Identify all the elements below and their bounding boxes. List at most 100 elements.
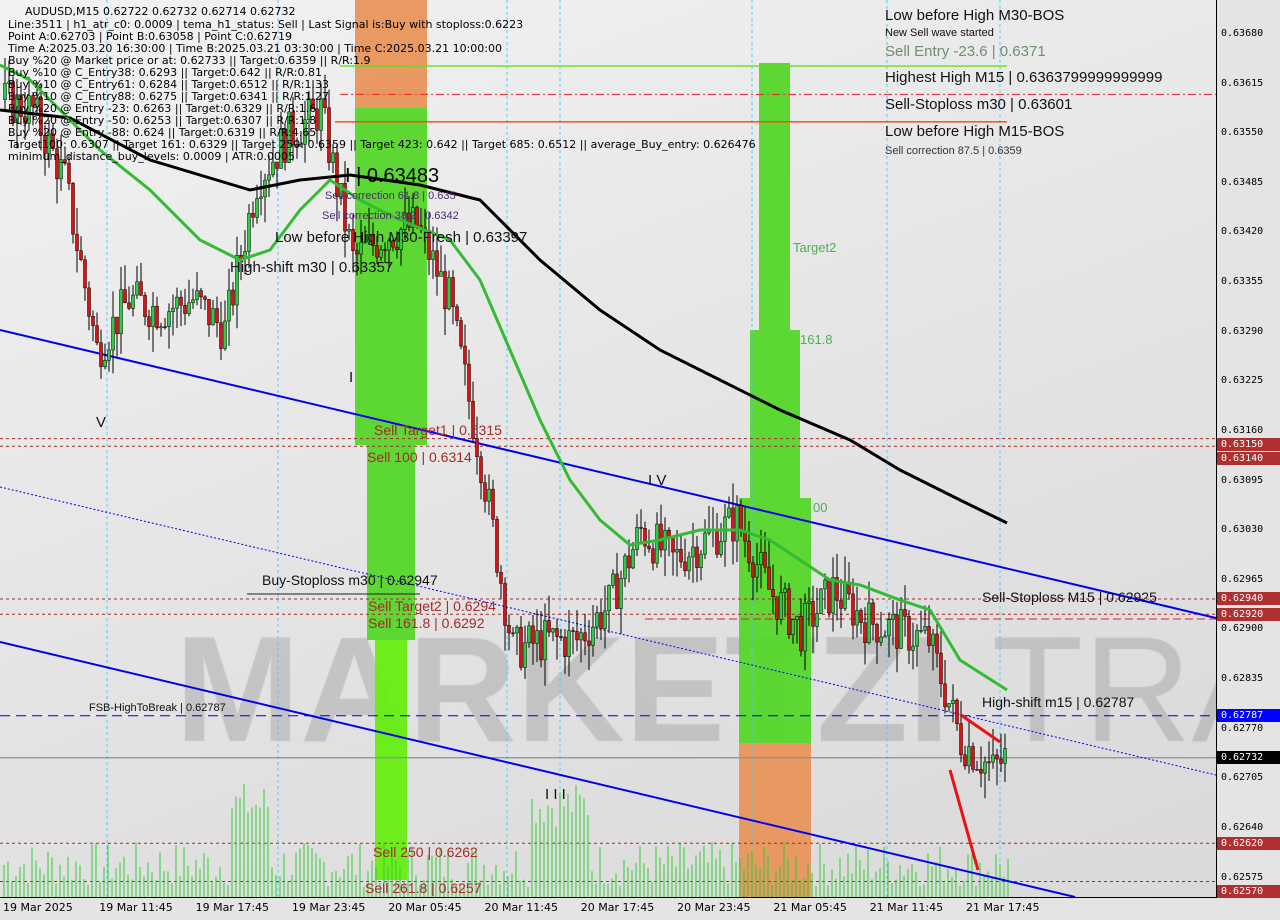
candle-body bbox=[835, 577, 839, 601]
candle-body bbox=[779, 592, 783, 620]
price-tick: 0.63160 bbox=[1221, 424, 1264, 436]
price-tag: 0.62787 bbox=[1217, 709, 1280, 723]
candle-body bbox=[139, 281, 143, 296]
price-tick: 0.63615 bbox=[1221, 77, 1264, 89]
candle-body bbox=[99, 342, 103, 367]
candle-body bbox=[731, 507, 735, 542]
price-tick: 0.62900 bbox=[1221, 623, 1264, 635]
candle-body bbox=[19, 94, 23, 117]
candle-body bbox=[823, 579, 827, 590]
candle-body bbox=[495, 518, 499, 573]
candle-body bbox=[675, 549, 679, 553]
candle-body bbox=[283, 128, 287, 163]
zigzag-line bbox=[960, 713, 1001, 744]
price-tick: 0.62705 bbox=[1221, 772, 1264, 784]
candle-body bbox=[439, 271, 443, 277]
time-axis[interactable]: 19 Mar 2025 19 Mar 11:45 19 Mar 17:45 19 Ma… bbox=[0, 898, 1216, 920]
candle-body bbox=[911, 645, 915, 651]
candle-body bbox=[299, 144, 303, 147]
candle-body bbox=[995, 754, 999, 760]
candle-body bbox=[827, 579, 831, 614]
candle-body bbox=[755, 564, 759, 578]
candle-body bbox=[843, 581, 847, 609]
candle-body bbox=[639, 527, 643, 529]
candle-body bbox=[687, 556, 691, 572]
candle-body bbox=[59, 159, 63, 180]
candle-body bbox=[983, 761, 987, 774]
candle-body bbox=[551, 628, 555, 633]
candle-body bbox=[491, 488, 495, 520]
candle-body bbox=[123, 289, 127, 304]
target-zone bbox=[375, 640, 407, 880]
candle-body bbox=[1003, 748, 1007, 764]
price-tick: 0.63225 bbox=[1221, 375, 1264, 387]
candle-body bbox=[379, 249, 383, 258]
candle-body bbox=[295, 143, 299, 147]
price-tag: 0.62570 bbox=[1217, 884, 1280, 898]
symbol-ohlc-line: AUDUSD,M15 0.62722 0.62732 0.62714 0.627… bbox=[25, 5, 296, 18]
candle-body bbox=[511, 632, 515, 635]
time-tick: 20 Mar 17:45 bbox=[580, 901, 655, 914]
candle-body bbox=[695, 546, 699, 568]
price-tag: 0.63140 bbox=[1217, 451, 1280, 465]
candle-body bbox=[799, 615, 803, 652]
candle-body bbox=[31, 95, 35, 107]
candle-body bbox=[359, 241, 363, 255]
channel-lower-line bbox=[0, 641, 1076, 897]
candle-body bbox=[103, 359, 107, 367]
price-axis[interactable]: 0.63680 0.63615 0.63550 0.63485 0.63420 0.633… bbox=[1217, 0, 1280, 898]
candle-body bbox=[231, 289, 235, 306]
candle-body bbox=[63, 159, 67, 164]
label-high-shift-m30: High-shift m30 | 0.63357 bbox=[230, 259, 394, 276]
candle-body bbox=[915, 630, 919, 647]
candle-body bbox=[855, 610, 859, 626]
candle-body bbox=[479, 456, 483, 484]
candle-body bbox=[651, 548, 655, 564]
candle-body bbox=[963, 754, 967, 767]
candle-body bbox=[591, 626, 595, 646]
candle-body bbox=[815, 613, 819, 627]
candle-body bbox=[351, 229, 355, 251]
candle-body bbox=[287, 111, 291, 163]
candle-body bbox=[15, 94, 19, 123]
candle-body bbox=[623, 555, 627, 579]
time-tick: 19 Mar 11:45 bbox=[99, 901, 173, 914]
candle-body bbox=[655, 523, 659, 564]
info-line: Buy %20 @ Market price or at: 0.62733 ||… bbox=[8, 54, 371, 67]
candle-body bbox=[327, 107, 331, 163]
info-line: minimum_distance_buy_levels: 0.0009 | AT… bbox=[8, 150, 295, 163]
candle-body bbox=[291, 111, 295, 145]
price-tick: 0.63095 bbox=[1221, 474, 1264, 486]
channel-upper-line bbox=[0, 329, 1216, 619]
price-tag: 0.62920 bbox=[1217, 607, 1280, 621]
label-sell-target2: Sell Target2 | 0.6294 bbox=[368, 598, 496, 614]
target-zone bbox=[355, 108, 427, 445]
price-tick: 0.62575 bbox=[1221, 871, 1264, 883]
candle-body bbox=[523, 642, 527, 668]
candle-body bbox=[891, 614, 895, 620]
candle-body bbox=[691, 546, 695, 558]
candle-body bbox=[451, 277, 455, 307]
candle-body bbox=[979, 769, 983, 774]
candle-body bbox=[315, 108, 319, 131]
candle-body bbox=[367, 233, 371, 243]
label-sell-entry: Sell Entry -23.6 | 0.6371 bbox=[885, 43, 1046, 60]
price-tick: 0.63680 bbox=[1221, 28, 1264, 39]
candle-body bbox=[131, 294, 135, 309]
candle-body bbox=[531, 625, 535, 644]
candle-body bbox=[803, 603, 807, 652]
label-wave-iv: I V bbox=[648, 472, 667, 489]
candle-body bbox=[235, 254, 239, 306]
candle-body bbox=[947, 703, 951, 708]
candle-body bbox=[791, 619, 795, 635]
candle-body bbox=[407, 212, 411, 228]
candle-body bbox=[703, 532, 707, 555]
candle-body bbox=[219, 322, 223, 349]
label-low-before-high-m30-fresh: Low before High M30-Fresh | 0.63397 bbox=[275, 229, 528, 246]
candle-body bbox=[271, 161, 275, 176]
candle-body bbox=[795, 615, 799, 620]
candle-body bbox=[471, 400, 475, 439]
chart-canvas bbox=[0, 0, 1216, 897]
candle-body bbox=[155, 305, 159, 329]
chart-plot-area[interactable]: AUDUSD,M15 0.62722 0.62732 0.62714 0.627… bbox=[0, 0, 1217, 898]
